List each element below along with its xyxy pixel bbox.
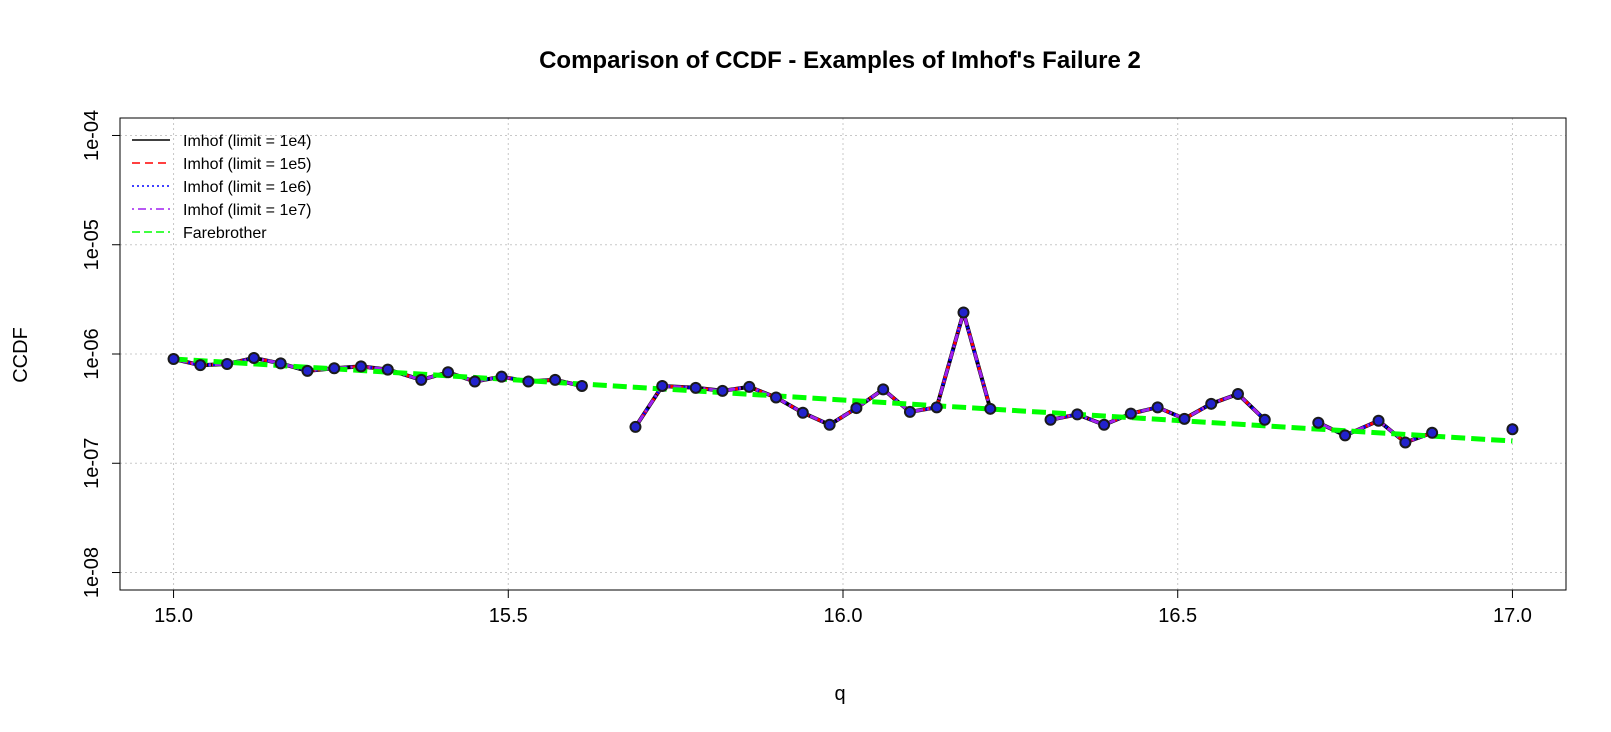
legend-label: Imhof (limit = 1e4): [183, 133, 311, 150]
x-tick-label: 15.0: [154, 605, 193, 627]
data-point: [417, 375, 426, 384]
series-line: [173, 356, 1513, 444]
data-point: [932, 403, 941, 412]
data-point: [497, 372, 506, 381]
data-point: [1046, 415, 1055, 424]
data-point: [718, 386, 727, 395]
points-group: [167, 306, 1519, 449]
x-tick-label: 16.5: [1158, 605, 1197, 627]
data-point: [1100, 420, 1109, 429]
data-point: [1233, 390, 1242, 399]
y-tick-label: 1e-05: [81, 219, 103, 270]
data-point: [1428, 428, 1437, 437]
y-tick-label: 1e-04: [81, 110, 103, 161]
y-tick-label: 1e-08: [81, 547, 103, 598]
data-point: [330, 364, 339, 373]
y-tick-label: 1e-06: [81, 328, 103, 379]
data-point: [1126, 409, 1135, 418]
x-tick-label: 15.5: [489, 605, 528, 627]
data-point: [1374, 416, 1383, 425]
data-point: [223, 359, 232, 368]
legend-label: Imhof (limit = 1e6): [183, 179, 311, 196]
data-point: [1260, 415, 1269, 424]
data-point: [959, 308, 968, 317]
data-point: [249, 353, 258, 362]
data-point: [986, 404, 995, 413]
data-point: [444, 368, 453, 377]
data-point: [1508, 425, 1517, 434]
chart-title: Comparison of CCDF - Examples of Imhof's…: [539, 47, 1141, 74]
data-point: [905, 407, 914, 416]
data-point: [1401, 438, 1410, 447]
data-point: [745, 382, 754, 391]
data-point: [169, 354, 178, 363]
data-point: [825, 420, 834, 429]
legend-label: Imhof (limit = 1e7): [183, 202, 311, 219]
data-point: [691, 383, 700, 392]
data-point: [1073, 410, 1082, 419]
data-point: [383, 365, 392, 374]
x-axis: 15.0 15.5 16.0 16.5 17.0: [154, 589, 1532, 627]
data-point: [551, 375, 560, 384]
data-point: [357, 362, 365, 371]
data-point: [276, 359, 285, 368]
data-point: [1314, 418, 1323, 427]
y-axis-label: CCDF: [10, 327, 32, 383]
data-point: [1207, 399, 1216, 408]
data-point: [1180, 414, 1189, 423]
data-point: [196, 361, 205, 370]
data-point: [303, 366, 312, 375]
y-tick-label: 1e-07: [81, 438, 103, 489]
data-point: [631, 422, 640, 431]
legend-label: Imhof (limit = 1e5): [183, 156, 311, 173]
data-point: [879, 385, 888, 394]
x-tick-label: 17.0: [1493, 605, 1532, 627]
legend: Imhof (limit = 1e4) Imhof (limit = 1e5) Im…: [132, 133, 311, 242]
data-point: [524, 377, 533, 386]
data-point: [1153, 403, 1162, 412]
data-point: [658, 381, 667, 390]
data-point: [798, 408, 807, 417]
legend-label: Farebrother: [183, 225, 267, 242]
data-point: [1341, 431, 1350, 440]
data-point: [772, 393, 781, 402]
data-point: [470, 377, 479, 386]
x-tick-label: 16.0: [824, 605, 863, 627]
data-point: [852, 404, 861, 413]
series-group: [174, 313, 1513, 443]
data-point: [577, 381, 586, 390]
y-axis: 1e-08 1e-07 1e-06 1e-05 1e-04: [81, 110, 121, 598]
x-axis-label: q: [834, 683, 845, 705]
grid: [120, 118, 1566, 590]
